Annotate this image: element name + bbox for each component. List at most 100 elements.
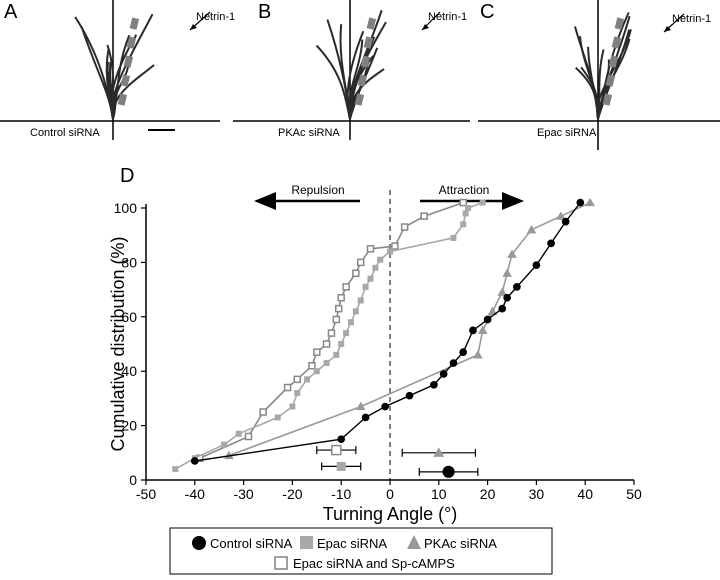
panel-c-letter: C — [480, 1, 494, 23]
legend-marker-control — [192, 536, 206, 550]
data-point — [547, 239, 555, 248]
legend-marker-epac — [300, 536, 313, 549]
data-point — [362, 283, 369, 290]
data-point — [274, 414, 281, 421]
data-point — [313, 368, 320, 375]
mean-error-bar-sp — [316, 444, 357, 456]
panel-c-label: Epac siRNA — [537, 127, 597, 139]
data-point — [430, 380, 438, 389]
data-point — [190, 457, 199, 465]
data-point — [469, 326, 477, 335]
data-point — [498, 304, 507, 313]
series-line — [228, 201, 591, 457]
growth-cone-mark — [614, 17, 625, 30]
legend-label-pkac: PKAc siRNA — [424, 536, 497, 551]
data-point — [460, 221, 467, 228]
data-point — [357, 297, 364, 304]
series-control — [190, 198, 585, 465]
attraction-arrow-head — [502, 192, 524, 210]
x-tick-label: -30 — [233, 486, 253, 502]
mean-marker — [442, 465, 455, 478]
legend-label-sp: Epac siRNA and Sp-cAMPS — [293, 556, 455, 571]
mean-error-bar-pkac — [401, 447, 476, 457]
data-point — [347, 319, 354, 326]
data-point — [327, 329, 336, 337]
data-point — [473, 350, 483, 359]
data-point — [400, 223, 409, 231]
legend-label-control: Control siRNA — [210, 536, 293, 551]
growth-cone-mark — [126, 36, 137, 49]
panel-c: C Netrin-1 Epac siRNA — [478, 0, 720, 150]
data-point — [323, 360, 330, 367]
y-tick-label: 80 — [121, 254, 137, 270]
chart-series — [172, 197, 595, 473]
netrin-label-b: Netrin-1 — [428, 11, 467, 23]
growth-cone-mark — [357, 74, 368, 87]
data-point — [526, 224, 537, 234]
legend-marker-pkac — [407, 535, 421, 549]
data-point — [479, 199, 486, 206]
data-point — [308, 362, 316, 370]
data-point — [503, 293, 511, 302]
x-axis-title: Turning Angle (°) — [323, 504, 458, 524]
repulsion-arrow-head — [254, 192, 276, 210]
data-point — [294, 389, 301, 396]
netrin-arrow-b-head — [422, 24, 429, 30]
repulsion-label: Repulsion — [291, 183, 344, 197]
neurite-trace — [574, 26, 600, 120]
data-point — [332, 315, 341, 324]
neurite-trace — [112, 34, 131, 120]
data-point — [556, 211, 566, 220]
data-point — [405, 391, 414, 400]
data-point — [366, 245, 375, 253]
series-pkac — [224, 197, 595, 460]
data-point — [352, 308, 359, 315]
netrin-arrow-c-head — [664, 26, 671, 32]
data-point — [497, 287, 508, 296]
data-point — [322, 340, 331, 348]
data-point — [502, 268, 512, 277]
x-tick-label: -10 — [331, 486, 351, 502]
data-point — [224, 450, 234, 460]
growth-cone-mark — [354, 93, 365, 106]
x-tick-label: 0 — [386, 486, 394, 502]
data-point — [459, 198, 467, 207]
chart-mean-error-bars — [316, 444, 479, 478]
data-point — [355, 401, 366, 411]
data-point — [576, 198, 585, 207]
data-point — [338, 341, 345, 347]
series-epac — [172, 199, 486, 473]
y-axis-title: Cumulative distribution (%) — [108, 236, 128, 451]
data-point — [342, 283, 350, 291]
x-tick-label: -40 — [185, 486, 205, 502]
data-point — [532, 261, 541, 269]
data-point — [439, 370, 448, 378]
data-point — [259, 408, 267, 416]
x-tick-label: 10 — [431, 486, 447, 502]
data-point — [513, 283, 521, 291]
data-point — [381, 402, 389, 411]
mean-error-bar-epac — [321, 461, 362, 471]
growth-cone-mark — [605, 74, 616, 87]
growth-cone-mark — [363, 36, 374, 49]
data-point — [420, 212, 428, 220]
panel-b-letter: B — [258, 1, 271, 23]
data-point — [367, 275, 374, 282]
neurite-trace — [105, 48, 114, 120]
mean-marker — [433, 447, 445, 457]
growth-cone-mark — [602, 93, 613, 106]
neurite-trace — [315, 44, 351, 120]
data-point — [387, 248, 393, 255]
data-point — [356, 258, 365, 267]
data-point — [244, 432, 253, 441]
mean-marker — [331, 444, 342, 456]
data-point — [235, 430, 242, 437]
panel-b-label: PKAc siRNA — [278, 127, 340, 139]
attraction-label: Attraction — [439, 183, 490, 197]
data-point — [283, 383, 292, 392]
data-point — [337, 435, 346, 444]
data-point — [483, 315, 492, 324]
series-sp — [195, 198, 467, 462]
data-point — [361, 413, 370, 422]
data-point — [293, 375, 302, 384]
